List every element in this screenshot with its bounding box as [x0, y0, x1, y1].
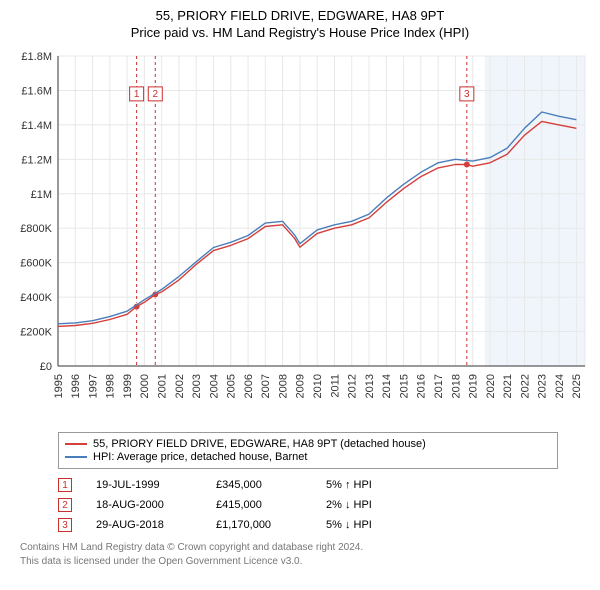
- footer-line-2: This data is licensed under the Open Gov…: [20, 555, 590, 569]
- event-price: £1,170,000: [216, 515, 326, 535]
- svg-text:£200K: £200K: [20, 327, 52, 339]
- event-row: 3 29-AUG-2018£1,170,0005% ↓ HPI: [58, 515, 380, 535]
- svg-text:2: 2: [152, 89, 158, 100]
- svg-text:2004: 2004: [208, 374, 220, 398]
- svg-text:2001: 2001: [157, 374, 169, 398]
- svg-text:£1.4M: £1.4M: [21, 120, 52, 132]
- svg-text:2003: 2003: [191, 374, 203, 398]
- svg-text:£800K: £800K: [20, 223, 52, 235]
- svg-text:2025: 2025: [571, 374, 583, 398]
- event-delta: 2% ↓ HPI: [326, 495, 380, 515]
- event-marker: 3: [58, 518, 72, 532]
- event-date: 18-AUG-2000: [96, 495, 216, 515]
- svg-text:2013: 2013: [364, 374, 376, 398]
- svg-text:£1M: £1M: [31, 189, 52, 201]
- svg-text:2015: 2015: [398, 374, 410, 398]
- event-date: 29-AUG-2018: [96, 515, 216, 535]
- svg-text:1997: 1997: [87, 374, 99, 398]
- event-marker: 1: [58, 478, 72, 492]
- svg-text:2006: 2006: [243, 374, 255, 398]
- event-row: 2 18-AUG-2000£415,0002% ↓ HPI: [58, 495, 380, 515]
- legend-item: 55, PRIORY FIELD DRIVE, EDGWARE, HA8 9PT…: [65, 438, 551, 450]
- svg-text:1998: 1998: [105, 374, 117, 398]
- svg-text:£400K: £400K: [20, 292, 52, 304]
- svg-text:2016: 2016: [416, 374, 428, 398]
- svg-text:3: 3: [464, 89, 470, 100]
- legend-label: HPI: Average price, detached house, Barn…: [93, 451, 307, 463]
- svg-text:2021: 2021: [502, 374, 514, 398]
- svg-text:2007: 2007: [260, 374, 272, 398]
- svg-text:1996: 1996: [70, 374, 82, 398]
- svg-text:2012: 2012: [347, 374, 359, 398]
- legend: 55, PRIORY FIELD DRIVE, EDGWARE, HA8 9PT…: [58, 432, 558, 469]
- svg-text:1995: 1995: [53, 374, 65, 398]
- svg-text:£1.2M: £1.2M: [21, 154, 52, 166]
- svg-text:2008: 2008: [277, 374, 289, 398]
- svg-text:2010: 2010: [312, 374, 324, 398]
- svg-text:£1.6M: £1.6M: [21, 85, 52, 97]
- events-table: 1 19-JUL-1999£345,0005% ↑ HPI 2 18-AUG-2000…: [58, 475, 380, 535]
- title-main: 55, PRIORY FIELD DRIVE, EDGWARE, HA8 9PT: [10, 8, 590, 23]
- svg-text:2005: 2005: [226, 374, 238, 398]
- title-block: 55, PRIORY FIELD DRIVE, EDGWARE, HA8 9PT…: [10, 8, 590, 40]
- svg-text:2002: 2002: [174, 374, 186, 398]
- svg-text:2018: 2018: [450, 374, 462, 398]
- event-price: £345,000: [216, 475, 326, 495]
- svg-text:2009: 2009: [295, 374, 307, 398]
- event-row: 1 19-JUL-1999£345,0005% ↑ HPI: [58, 475, 380, 495]
- svg-text:2017: 2017: [433, 374, 445, 398]
- svg-text:2020: 2020: [485, 374, 497, 398]
- svg-text:2000: 2000: [139, 374, 151, 398]
- svg-text:1: 1: [134, 89, 140, 100]
- event-date: 19-JUL-1999: [96, 475, 216, 495]
- svg-text:1999: 1999: [122, 374, 134, 398]
- footer-line-1: Contains HM Land Registry data © Crown c…: [20, 541, 590, 555]
- svg-text:2024: 2024: [554, 374, 566, 398]
- legend-item: HPI: Average price, detached house, Barn…: [65, 451, 551, 463]
- svg-text:£0: £0: [40, 361, 52, 373]
- svg-text:2023: 2023: [537, 374, 549, 398]
- legend-swatch: [65, 456, 87, 458]
- svg-text:2014: 2014: [381, 374, 393, 398]
- svg-text:2022: 2022: [519, 374, 531, 398]
- title-sub: Price paid vs. HM Land Registry's House …: [10, 25, 590, 40]
- footer-note: Contains HM Land Registry data © Crown c…: [20, 541, 590, 568]
- event-price: £415,000: [216, 495, 326, 515]
- event-delta: 5% ↑ HPI: [326, 475, 380, 495]
- event-marker: 2: [58, 498, 72, 512]
- svg-text:£1.8M: £1.8M: [21, 51, 52, 63]
- legend-label: 55, PRIORY FIELD DRIVE, EDGWARE, HA8 9PT…: [93, 438, 426, 450]
- svg-text:2011: 2011: [329, 374, 341, 398]
- legend-swatch: [65, 443, 87, 445]
- chart-container: 55, PRIORY FIELD DRIVE, EDGWARE, HA8 9PT…: [0, 0, 600, 578]
- event-delta: 5% ↓ HPI: [326, 515, 380, 535]
- svg-text:£600K: £600K: [20, 258, 52, 270]
- svg-text:2019: 2019: [468, 374, 480, 398]
- price-chart: £0 £200K £400K £600K £800K £1M £1.2M £1.4M £1.6M…: [10, 46, 590, 426]
- chart-area: £0 £200K £400K £600K £800K £1M £1.2M £1.4M £1.6M…: [10, 46, 590, 426]
